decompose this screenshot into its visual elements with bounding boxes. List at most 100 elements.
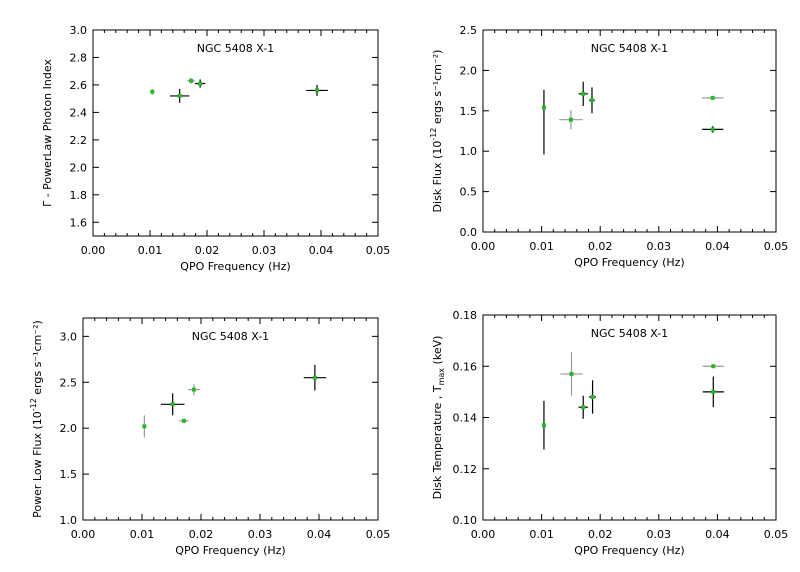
data-point (710, 127, 715, 132)
y-axis-label-end: ergs s⁻¹cm⁻²) (31, 320, 44, 398)
y-tick-label: 1.5 (60, 468, 78, 481)
x-axis-label: QPO Frequency (Hz) (180, 260, 290, 273)
data-point (170, 402, 175, 407)
data-point (315, 88, 320, 93)
data-point (312, 375, 317, 380)
y-tick-label: 2.0 (460, 64, 478, 77)
x-tick-label: 0.05 (764, 528, 789, 541)
y-axis-label-main: Disk Flux (10 (431, 141, 444, 213)
y-axis-label-end: (keV) (431, 336, 444, 368)
x-tick-label: 0.02 (195, 244, 220, 257)
data-point (191, 387, 196, 392)
x-tick-label: 0.01 (138, 244, 163, 257)
x-tick-label: 0.05 (366, 244, 391, 257)
y-tick-label: 0.12 (453, 463, 478, 476)
y-tick-label: 2.4 (70, 106, 88, 119)
panel-photon-index: 0.00 0.01 0.02 0.03 0.04 0.05 1.6 1.8 2.0 2.2 2.4 2… (41, 24, 390, 273)
y-axis-label-sup: -12 (29, 398, 38, 411)
x-tick-label: 0.03 (248, 528, 273, 541)
x-tick-label: 0.05 (366, 528, 391, 541)
x-axis-label: QPO Frequency (Hz) (175, 544, 285, 557)
x-tick-label: 0.00 (71, 528, 96, 541)
data-point (581, 405, 586, 410)
panel-power-law-flux: 0.00 0.01 0.02 0.03 0.04 0.05 1.0 1.5 2.0 2.5 3.0 N… (29, 317, 391, 557)
x-tick-label: 0.01 (130, 528, 155, 541)
y-axis-label: Γ - PowerLaw Photon Index (41, 59, 54, 207)
plot-frame (82, 317, 379, 521)
x-tick-label: 0.00 (81, 244, 106, 257)
data-point (569, 371, 574, 376)
data-point (590, 395, 595, 399)
panel-disk-flux: 0.00 0.01 0.02 0.03 0.04 0.05 0.0 0.5 1.0 1.5 2.0 2… (429, 24, 788, 269)
y-axis-label-sup: -12 (429, 128, 438, 141)
x-tick-label: 0.01 (529, 528, 554, 541)
chart-title: NGC 5408 X-1 (591, 327, 668, 340)
y-axis-label: Power Low Flux (10-12 ergs s⁻¹cm⁻²) (29, 320, 44, 518)
data-point (177, 93, 182, 98)
x-tick-label: 0.02 (588, 240, 613, 253)
x-tick-label: 0.04 (309, 244, 334, 257)
data-point (198, 81, 203, 86)
data-point (711, 389, 716, 394)
data-point (181, 418, 186, 423)
y-tick-label: 2.0 (70, 161, 88, 174)
y-tick-label: 2.6 (70, 79, 88, 92)
x-tick-label: 0.00 (471, 240, 496, 253)
y-tick-label: 1.0 (60, 514, 78, 527)
x-tick-label: 0.03 (647, 240, 672, 253)
data-point (150, 89, 155, 94)
y-tick-label: 2.5 (460, 24, 478, 37)
plot-frame (482, 314, 777, 521)
y-tick-label: 3.0 (70, 24, 88, 37)
y-axis-label-main: Γ - PowerLaw Photon Index (41, 59, 54, 207)
y-axis-label-main: Disk Temperature , T (431, 385, 444, 499)
plot-frame (482, 29, 777, 233)
y-tick-label: 1.0 (460, 145, 478, 158)
x-tick-label: 0.04 (705, 528, 730, 541)
y-tick-label: 0.14 (453, 412, 478, 425)
y-tick-label: 2.2 (70, 134, 88, 147)
y-axis-label-end: ergs s⁻¹cm⁻²) (431, 50, 444, 128)
data-point (541, 105, 546, 110)
x-tick-label: 0.02 (588, 528, 613, 541)
x-tick-label: 0.00 (471, 528, 496, 541)
y-tick-label: 2.8 (70, 51, 88, 64)
x-axis-label: QPO Frequency (Hz) (574, 256, 684, 269)
data-point (589, 98, 594, 103)
x-tick-label: 0.03 (252, 244, 277, 257)
x-tick-label: 0.04 (705, 240, 730, 253)
y-tick-label: 0.10 (453, 514, 478, 527)
data-point (581, 91, 586, 96)
data-point (568, 117, 573, 122)
y-axis-label-sub: max (437, 368, 446, 386)
data-point (142, 424, 147, 429)
data-point (541, 423, 546, 428)
data-point (189, 78, 194, 83)
panel-disk-temperature: 0.00 0.01 0.02 0.03 0.04 0.05 0.10 0.12 0.14 0.16… (431, 309, 788, 557)
y-axis-label-main: Power Low Flux (10 (31, 411, 44, 518)
y-tick-label: 2.0 (60, 422, 78, 435)
x-tick-label: 0.05 (764, 240, 789, 253)
plot-frame (92, 29, 379, 237)
data-point (711, 364, 716, 369)
y-tick-label: 1.5 (460, 105, 478, 118)
y-tick-label: 0.18 (453, 309, 478, 322)
y-axis-label: Disk Temperature , Tmax (keV) (431, 336, 446, 500)
chart-title: NGC 5408 X-1 (192, 330, 269, 343)
data-point (710, 95, 715, 100)
chart-title: NGC 5408 X-1 (591, 42, 668, 55)
y-tick-label: 1.8 (70, 189, 88, 202)
x-tick-label: 0.03 (647, 528, 672, 541)
y-tick-label: 0.5 (460, 186, 478, 199)
x-tick-label: 0.04 (307, 528, 332, 541)
y-tick-label: 1.6 (70, 216, 88, 229)
chart-title: NGC 5408 X-1 (197, 42, 274, 55)
y-tick-label: 0.16 (453, 360, 478, 373)
y-tick-label: 0.0 (460, 226, 478, 239)
y-axis-label: Disk Flux (10-12 ergs s⁻¹cm⁻²) (429, 50, 444, 213)
x-axis-label: QPO Frequency (Hz) (574, 544, 684, 557)
x-tick-label: 0.02 (189, 528, 214, 541)
y-tick-label: 2.5 (60, 376, 78, 389)
y-tick-label: 3.0 (60, 330, 78, 343)
